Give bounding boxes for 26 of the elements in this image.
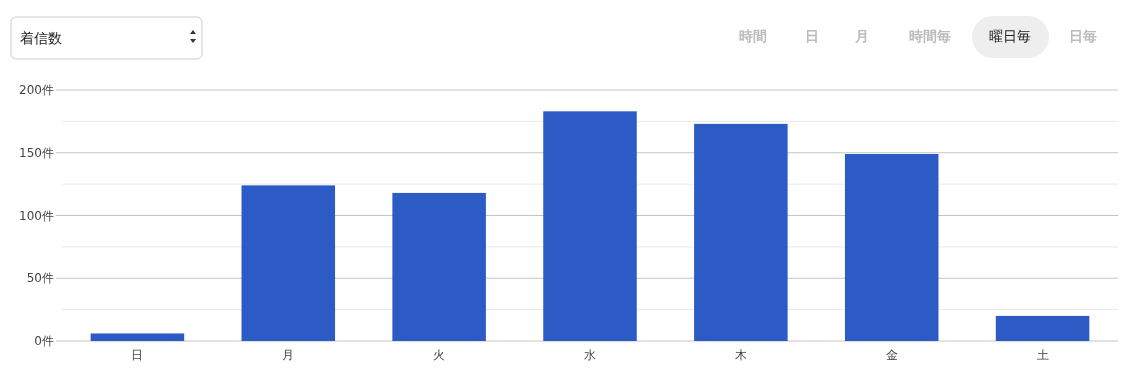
bar bbox=[241, 185, 336, 341]
bar bbox=[694, 123, 788, 341]
y-tick-label: 150件 bbox=[19, 145, 54, 160]
text: 曜日毎 bbox=[989, 28, 1031, 44]
bar bbox=[543, 111, 637, 341]
text: 日 bbox=[805, 28, 819, 44]
x-tick-label: 月 bbox=[282, 348, 295, 362]
bar bbox=[392, 192, 486, 341]
x-tick-label: 火 bbox=[433, 348, 446, 362]
x-tick-label: 日 bbox=[131, 348, 144, 362]
y-tick-label: 200件 bbox=[19, 83, 54, 97]
y-tick-label: 0件 bbox=[34, 334, 54, 348]
x-tick-label: 土 bbox=[1036, 348, 1049, 362]
x-tick-label: 水 bbox=[584, 348, 596, 362]
y-tick-label: 50件 bbox=[26, 271, 54, 286]
text: 着信数 bbox=[20, 30, 62, 46]
bar bbox=[844, 154, 939, 341]
y-tick-label: 100件 bbox=[19, 208, 54, 223]
text: 時間 bbox=[739, 28, 767, 44]
bar bbox=[995, 315, 1090, 341]
text: 時間毎 bbox=[909, 28, 951, 44]
x-tick-label: 金 bbox=[885, 348, 898, 362]
bar bbox=[90, 333, 185, 341]
x-tick-label: 木 bbox=[734, 348, 747, 362]
text: 日毎 bbox=[1069, 28, 1097, 44]
text: 月 bbox=[854, 28, 869, 44]
